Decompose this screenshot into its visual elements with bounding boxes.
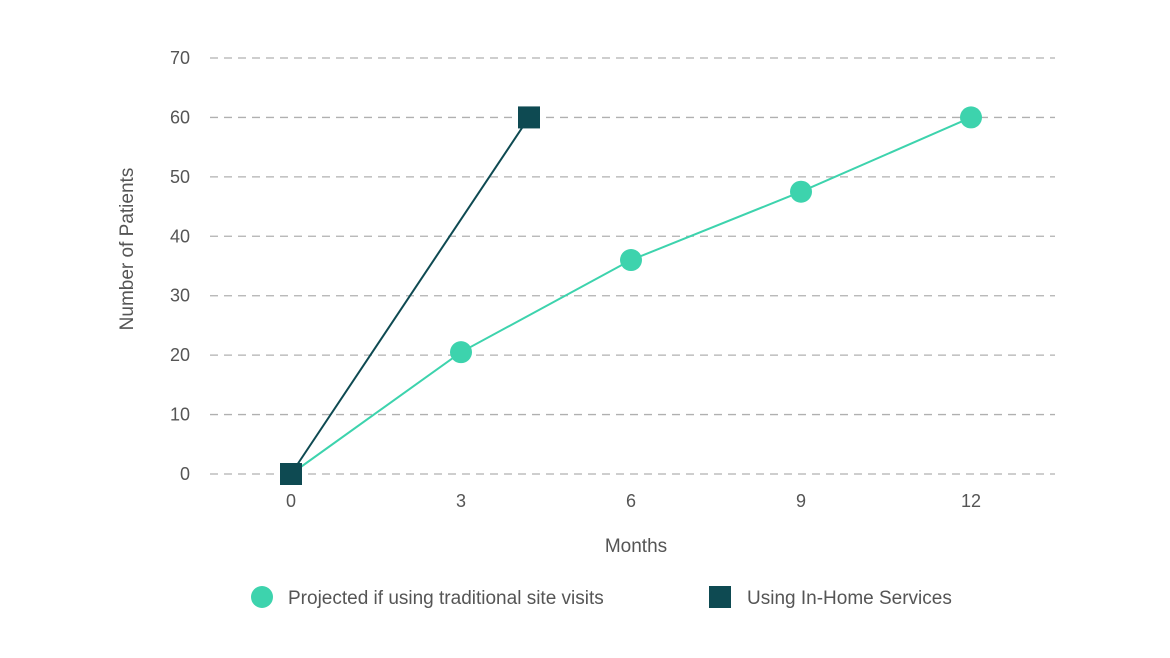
data-point-circle — [790, 180, 812, 203]
x-tick-label: 0 — [286, 491, 296, 511]
legend: Projected if using traditional site visi… — [251, 586, 952, 609]
x-axis-title: Months — [605, 536, 667, 557]
y-tick-label: 0 — [180, 464, 190, 484]
y-axis-ticks: 0 10 20 30 40 50 60 70 — [170, 48, 190, 484]
x-tick-label: 6 — [626, 491, 636, 511]
y-tick-label: 40 — [170, 226, 190, 246]
y-tick-label: 60 — [170, 107, 190, 127]
y-tick-label: 10 — [170, 405, 190, 425]
data-point-circle — [450, 341, 472, 364]
gridlines — [210, 57, 1055, 475]
x-axis-ticks: 0 3 6 9 12 — [286, 491, 981, 511]
y-tick-label: 70 — [170, 48, 190, 68]
x-tick-label: 3 — [456, 491, 466, 511]
series-markers — [280, 106, 982, 485]
series-line-in-home — [290, 116, 530, 475]
legend-label-traditional: Projected if using traditional site visi… — [288, 588, 604, 609]
y-tick-label: 30 — [170, 286, 190, 306]
legend-item-traditional: Projected if using traditional site visi… — [251, 586, 604, 609]
y-tick-label: 50 — [170, 167, 190, 187]
data-point-square — [518, 106, 540, 129]
data-point-circle — [620, 249, 642, 272]
y-tick-label: 20 — [170, 345, 190, 365]
legend-square-marker — [709, 586, 731, 608]
legend-circle-marker — [251, 586, 273, 608]
data-point-circle — [960, 106, 982, 129]
x-tick-label: 12 — [961, 491, 981, 511]
x-tick-label: 9 — [796, 491, 806, 511]
y-axis-title: Number of Patients — [117, 168, 138, 331]
legend-label-in-home: Using In-Home Services — [747, 588, 952, 609]
data-point-square — [280, 463, 302, 485]
legend-item-in-home: Using In-Home Services — [709, 586, 952, 609]
